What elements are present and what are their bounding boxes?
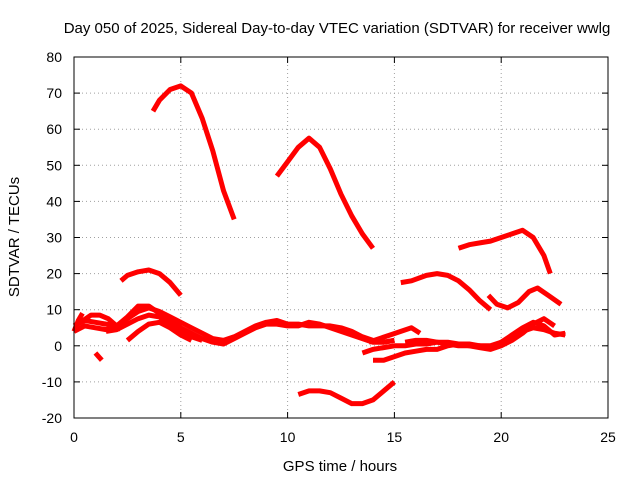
series-arc-17 (404, 316, 556, 352)
axis-ticks: 0 5 10 15 20 25 -20 -10 0 10 20 30 40 50 60 70 80 (42, 49, 616, 445)
x-tick-label: 25 (600, 429, 616, 445)
y-tick-label: 70 (46, 85, 62, 101)
y-tick-label: 30 (46, 230, 62, 246)
x-tick-label: 10 (280, 429, 296, 445)
series-arc-01 (150, 83, 237, 221)
y-tick-label: -20 (42, 410, 62, 426)
y-tick-label: 80 (46, 49, 62, 65)
series-arc-02 (274, 135, 376, 250)
x-tick-label: 20 (493, 429, 509, 445)
x-tick-label: 15 (387, 429, 403, 445)
chart-title: Day 050 of 2025, Sidereal Day-to-day VTE… (64, 20, 611, 37)
series-arc-18 (297, 379, 397, 407)
series-arc-12 (105, 312, 203, 343)
series-arc-13 (125, 319, 193, 343)
series-arc-11 (72, 303, 395, 347)
x-tick-label: 0 (70, 429, 78, 445)
y-tick-label: 20 (46, 266, 62, 282)
y-tick-label: 50 (46, 157, 62, 173)
x-axis-label: GPS time / hours (283, 458, 397, 475)
series-arc-04 (119, 267, 183, 297)
y-tick-label: -10 (42, 374, 62, 390)
y-axis-label: SDTVAR / TECUs (6, 177, 23, 297)
y-tick-label: 10 (46, 302, 62, 318)
series-arc-03 (457, 227, 553, 275)
series-arc-09 (93, 351, 104, 362)
y-tick-label: 0 (54, 338, 62, 354)
x-tick-label: 5 (177, 429, 185, 445)
data-series (71, 83, 566, 407)
series-arc-06 (486, 285, 563, 311)
series-arc-05 (400, 271, 493, 312)
y-tick-label: 40 (46, 193, 62, 209)
y-tick-label: 60 (46, 121, 62, 137)
series-arc-16 (367, 325, 422, 345)
